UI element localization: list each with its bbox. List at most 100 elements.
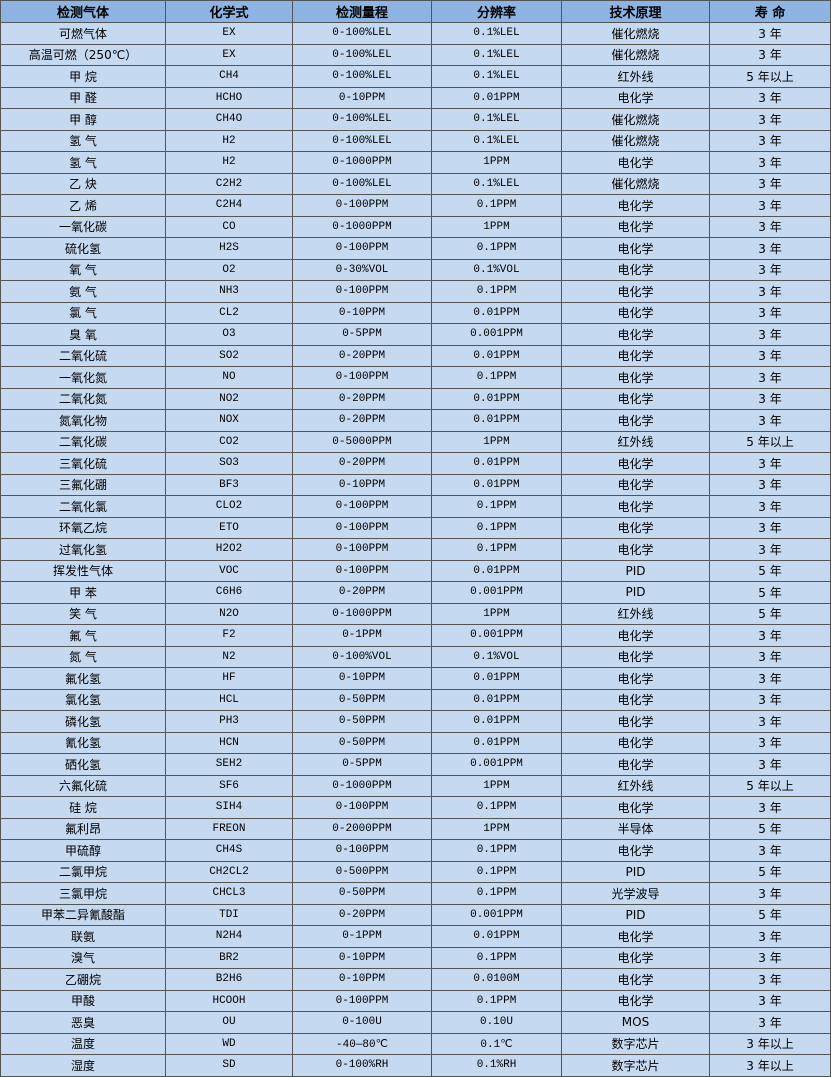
principle-cell: 半导体 [561,817,710,840]
lifespan-cell: 3 年 [709,710,831,733]
formula-cell: NOX [165,409,293,432]
table-header-row: 检测气体 化学式 检测量程 分辨率 技术原理 寿 命 [0,0,831,23]
range-cell: 0-100PPM [292,237,432,260]
gas-name-cell: 二氧化氮 [0,387,166,410]
gas-name-cell: 二氧化碳 [0,430,166,453]
resolution-cell: 0.01PPM [431,301,562,324]
principle-cell: 电化学 [561,387,710,410]
gas-name-cell: 甲苯二异氰酸酯 [0,903,166,926]
formula-cell: HCOOH [165,989,293,1012]
resolution-cell: 0.1%LEL [431,65,562,88]
range-cell: 0-100PPM [292,194,432,217]
lifespan-cell: 3 年 [709,946,831,969]
gas-name-cell: 二氧化氯 [0,495,166,518]
formula-cell: HCHO [165,86,293,109]
lifespan-cell: 5 年 [709,602,831,625]
formula-cell: O2 [165,258,293,281]
resolution-cell: 0.1%LEL [431,172,562,195]
gas-name-cell: 磷化氢 [0,710,166,733]
lifespan-cell: 3 年 [709,387,831,410]
gas-name-cell: 二氯甲烷 [0,860,166,883]
resolution-cell: 0.1℃ [431,1032,562,1055]
table-row: 甲硫醇 CH4S 0-100PPM 0.1PPM 电化学 3 年 [0,839,831,862]
formula-cell: CO [165,215,293,238]
gas-name-cell: 臭 氧 [0,323,166,346]
formula-cell: EX [165,43,293,66]
principle-cell: 电化学 [561,194,710,217]
principle-cell: 电化学 [561,344,710,367]
gas-name-cell: 氨 气 [0,280,166,303]
resolution-cell: 0.001PPM [431,581,562,604]
gas-name-cell: 氮氧化物 [0,409,166,432]
gas-name-cell: 氢 气 [0,151,166,174]
table-row: 氧 气 O2 0-30%VOL 0.1%VOL 电化学 3 年 [0,258,831,281]
formula-cell: SO2 [165,344,293,367]
range-cell: 0-100%LEL [292,43,432,66]
lifespan-cell: 3 年 [709,667,831,690]
table-row: 磷化氢 PH3 0-50PPM 0.01PPM 电化学 3 年 [0,710,831,733]
range-cell: 0-100PPM [292,280,432,303]
lifespan-cell: 3 年 [709,645,831,668]
lifespan-cell: 3 年 [709,151,831,174]
resolution-cell: 0.1%VOL [431,258,562,281]
gas-name-cell: 氮 气 [0,645,166,668]
range-cell: 0-100PPM [292,796,432,819]
gas-name-cell: 三氧化硫 [0,452,166,475]
resolution-cell: 0.01PPM [431,473,562,496]
gas-name-cell: 氟 气 [0,624,166,647]
resolution-cell: 0.01PPM [431,387,562,410]
gas-name-cell: 联氨 [0,925,166,948]
lifespan-cell: 3 年 [709,258,831,281]
table-row: 三氧化硫 SO3 0-20PPM 0.01PPM 电化学 3 年 [0,452,831,475]
formula-cell: H2 [165,129,293,152]
resolution-cell: 0.01PPM [431,86,562,109]
header-formula: 化学式 [165,0,293,23]
range-cell: 0-100%LEL [292,65,432,88]
gas-name-cell: 氰化氢 [0,731,166,754]
table-row: 硅 烷 SIH4 0-100PPM 0.1PPM 电化学 3 年 [0,796,831,819]
gas-name-cell: 溴气 [0,946,166,969]
principle-cell: 电化学 [561,968,710,991]
formula-cell: SF6 [165,774,293,797]
formula-cell: SIH4 [165,796,293,819]
principle-cell: MOS [561,1011,710,1034]
lifespan-cell: 5 年以上 [709,774,831,797]
lifespan-cell: 3 年 [709,796,831,819]
resolution-cell: 0.1PPM [431,495,562,518]
header-gas: 检测气体 [0,0,166,23]
gas-name-cell: 氯化氢 [0,688,166,711]
resolution-cell: 0.1%RH [431,1054,562,1077]
resolution-cell: 0.01PPM [431,710,562,733]
principle-cell: 催化燃烧 [561,129,710,152]
principle-cell: 电化学 [561,86,710,109]
resolution-cell: 0.1%LEL [431,129,562,152]
table-row: 氟 气 F2 0-1PPM 0.001PPM 电化学 3 年 [0,624,831,647]
formula-cell: BR2 [165,946,293,969]
resolution-cell: 1PPM [431,215,562,238]
table-row: 溴气 BR2 0-10PPM 0.1PPM 电化学 3 年 [0,946,831,969]
range-cell: 0-1PPM [292,624,432,647]
formula-cell: SO3 [165,452,293,475]
gas-name-cell: 二氧化硫 [0,344,166,367]
resolution-cell: 0.1PPM [431,796,562,819]
principle-cell: 电化学 [561,409,710,432]
gas-name-cell: 氟利昂 [0,817,166,840]
formula-cell: CH2CL2 [165,860,293,883]
range-cell: 0-50PPM [292,731,432,754]
formula-cell: NO [165,366,293,389]
range-cell: 0-100%RH [292,1054,432,1077]
resolution-cell: 0.1PPM [431,882,562,905]
formula-cell: H2O2 [165,538,293,561]
principle-cell: 电化学 [561,989,710,1012]
range-cell: 0-2000PPM [292,817,432,840]
lifespan-cell: 5 年 [709,559,831,582]
gas-name-cell: 甲 烷 [0,65,166,88]
range-cell: 0-10PPM [292,473,432,496]
table-row: 乙 烯 C2H4 0-100PPM 0.1PPM 电化学 3 年 [0,194,831,217]
lifespan-cell: 3 年 [709,753,831,776]
gas-name-cell: 三氯甲烷 [0,882,166,905]
range-cell: 0-100%LEL [292,22,432,45]
gas-name-cell: 可燃气体 [0,22,166,45]
lifespan-cell: 3 年 [709,473,831,496]
lifespan-cell: 3 年 [709,882,831,905]
